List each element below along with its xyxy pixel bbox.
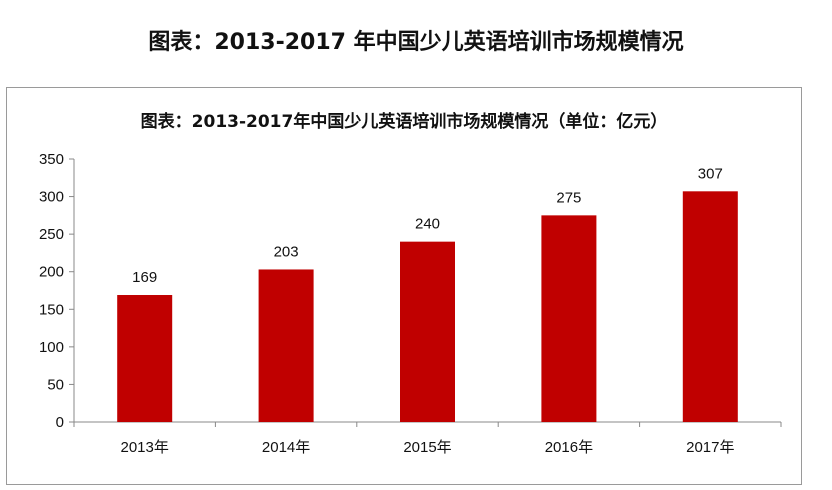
y-tick-label: 300 bbox=[39, 189, 64, 206]
data-label: 203 bbox=[274, 243, 299, 260]
bar bbox=[400, 241, 455, 422]
bar bbox=[541, 215, 597, 422]
chart-title: 图表：2013-2017年中国少儿英语培训市场规模情况（单位：亿元） bbox=[140, 112, 668, 132]
bar bbox=[682, 191, 738, 422]
y-tick-label: 100 bbox=[39, 339, 64, 356]
y-tick-label: 0 bbox=[56, 414, 64, 431]
bar-chart-plot: 0 50 100 150 200 250 300 350 169 2013年 203 2014年 240… bbox=[39, 151, 782, 456]
y-tick-label: 150 bbox=[39, 301, 64, 318]
data-label: 169 bbox=[132, 269, 157, 286]
bar bbox=[117, 295, 173, 422]
x-tick-label: 2015年 bbox=[403, 439, 451, 456]
data-label: 307 bbox=[698, 165, 723, 182]
chart-frame: 图表：2013-2017年中国少儿英语培训市场规模情况（单位：亿元） 0 50 10… bbox=[6, 87, 802, 485]
page-title: 图表：2013-2017 年中国少儿英语培训市场规模情况 bbox=[148, 30, 684, 55]
x-tick-label: 2014年 bbox=[262, 439, 310, 456]
y-tick-label: 350 bbox=[39, 151, 64, 168]
x-tick-label: 2013年 bbox=[121, 439, 169, 456]
x-tick-label: 2017年 bbox=[686, 439, 734, 456]
y-tick-label: 200 bbox=[39, 264, 64, 281]
x-tick-label: 2016年 bbox=[545, 439, 593, 456]
data-label: 240 bbox=[415, 216, 440, 233]
y-tick-label: 250 bbox=[39, 226, 64, 243]
data-label: 275 bbox=[556, 189, 581, 206]
bar bbox=[258, 269, 314, 422]
y-tick-label: 50 bbox=[47, 376, 64, 393]
